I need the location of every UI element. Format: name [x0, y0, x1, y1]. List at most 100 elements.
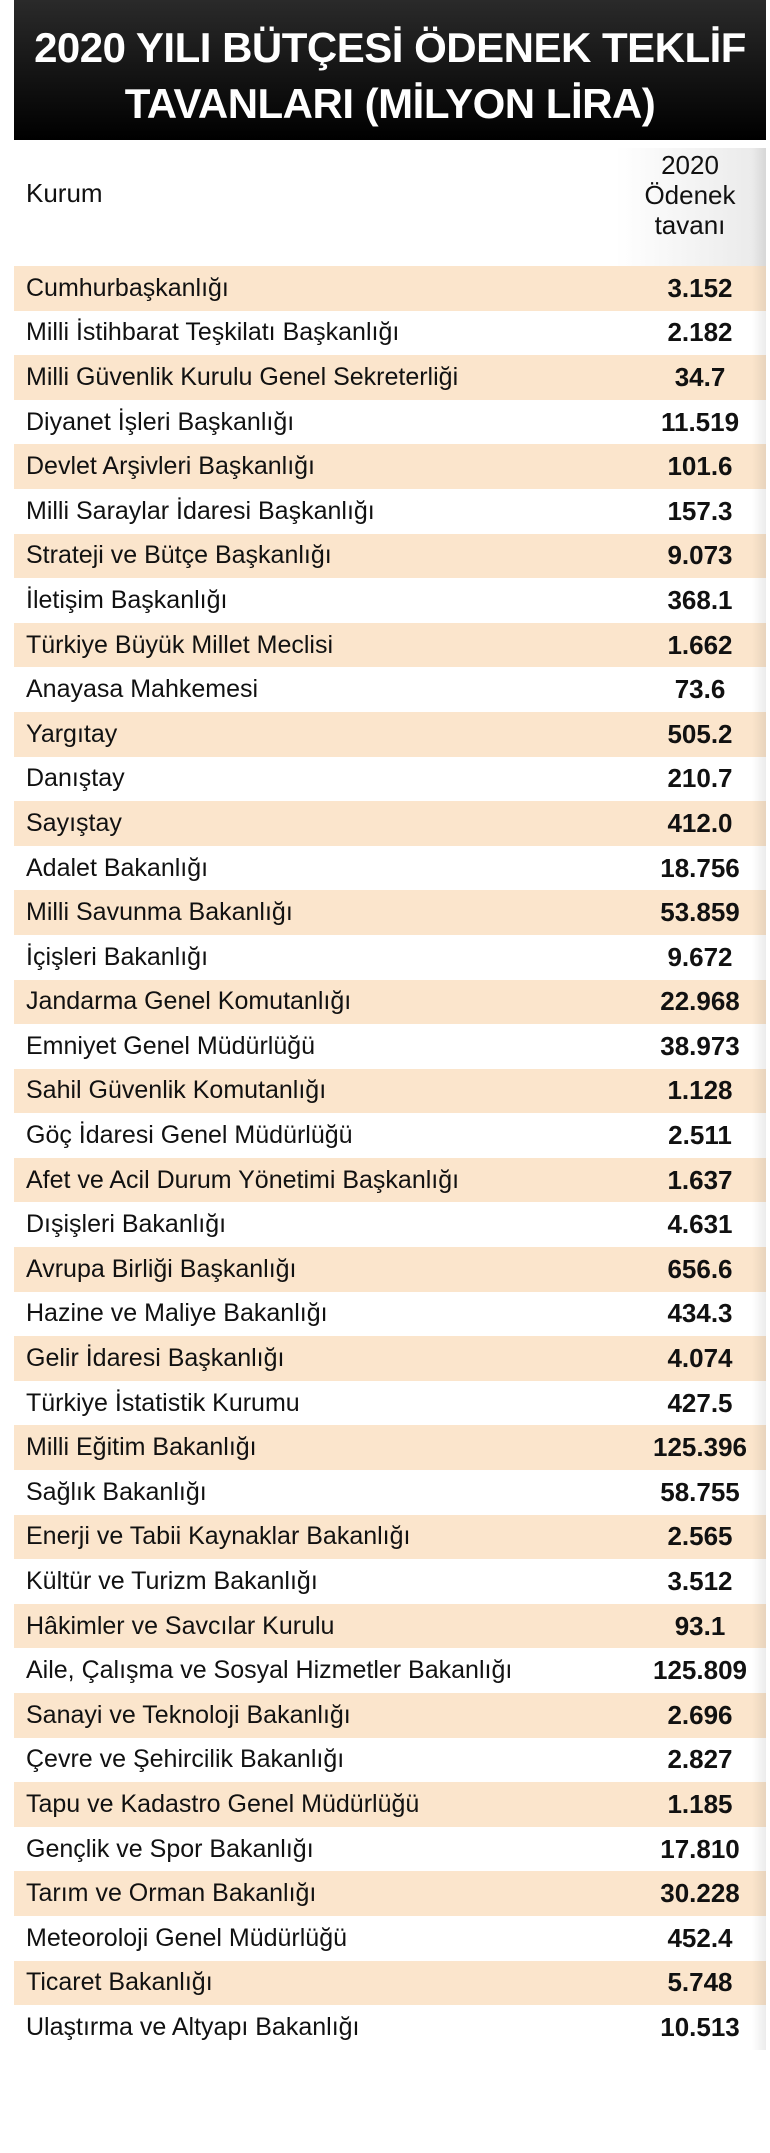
institution-name: Meteoroloji Genel Müdürlüğü [26, 1923, 348, 1952]
table-row: Göç İdaresi Genel Müdürlüğü 2.511 [14, 1113, 766, 1158]
appropriation-value: 2.565 [667, 1521, 733, 1552]
appropriation-value: 11.519 [660, 406, 740, 437]
appropriation-value: 157.3 [667, 495, 733, 526]
table-row: Tarım ve Orman Bakanlığı 30.228 [14, 1871, 766, 1916]
institution-name: Devlet Arşivleri Başkanlığı [26, 452, 316, 481]
table-row: Sayıştay 412.0 [14, 801, 766, 846]
appropriation-value: 2.827 [667, 1744, 733, 1775]
institution-name: Aile, Çalışma ve Sosyal Hizmetler Bakanl… [26, 1656, 513, 1685]
table-row: İletişim Başkanlığı 368.1 [14, 578, 766, 623]
table-row: Milli Saraylar İdaresi Başkanlığı 157.3 [14, 489, 766, 534]
appropriation-value: 4.074 [667, 1343, 733, 1374]
budget-table: Kurum 2020 Ödenek tavanı Cumhurbaşkanlığ… [14, 148, 766, 2050]
table-row: Kültür ve Turizm Bakanlığı 3.512 [14, 1559, 766, 1604]
institution-name: Kültür ve Turizm Bakanlığı [26, 1567, 318, 1596]
table-row: Afet ve Acil Durum Yönetimi Başkanlığı 1.… [14, 1157, 766, 1203]
appropriation-value: 656.6 [667, 1253, 733, 1284]
appropriation-value: 30.228 [660, 1878, 740, 1909]
table-row: Ticaret Bakanlığı 5.748 [14, 1960, 766, 2006]
institution-name: Sahil Güvenlik Komutanlığı [26, 1076, 327, 1105]
table-row: Avrupa Birliği Başkanlığı 656.6 [14, 1247, 766, 1292]
table-row: İçişleri Bakanlığı 9.672 [14, 935, 766, 980]
table-row: Sahil Güvenlik Komutanlığı 1.128 [14, 1068, 766, 1114]
table-row: Anayasa Mahkemesi 73.6 [14, 667, 766, 712]
table-body: Cumhurbaşkanlığı 3.152 Milli İstihbarat Te… [14, 266, 766, 2050]
appropriation-value: 18.756 [660, 852, 740, 883]
institution-name: Tapu ve Kadastro Genel Müdürlüğü [26, 1789, 420, 1818]
institution-name: Ticaret Bakanlığı [26, 1968, 213, 1997]
table-row: Cumhurbaşkanlığı 3.152 [14, 266, 766, 311]
institution-name: Hazine ve Maliye Bakanlığı [26, 1299, 328, 1328]
institution-name: Danıştay [26, 764, 125, 793]
appropriation-value: 2.182 [667, 317, 733, 348]
appropriation-value: 1.662 [667, 629, 733, 660]
institution-name: Adalet Bakanlığı [26, 853, 209, 882]
table-row: Türkiye İstatistik Kurumu 427.5 [14, 1381, 766, 1426]
column-header-kurum: Kurum [26, 178, 103, 208]
appropriation-value: 4.631 [667, 1209, 733, 1240]
table-row: Diyanet İşleri Başkanlığı 11.519 [14, 400, 766, 445]
appropriation-value: 1.185 [667, 1788, 733, 1819]
appropriation-value: 368.1 [667, 584, 733, 615]
institution-name: Milli Eğitim Bakanlığı [26, 1433, 257, 1462]
table-row: Çevre ve Şehircilik Bakanlığı 2.827 [14, 1738, 766, 1783]
institution-name: Emniyet Genel Müdürlüğü [26, 1031, 316, 1060]
title-line-1: 2020 YILI BÜTÇESİ ÖDENEK TEKLİF [34, 24, 746, 71]
table-row: Gençlik ve Spor Bakanlığı 17.810 [14, 1827, 766, 1872]
table-row: Dışişleri Bakanlığı 4.631 [14, 1202, 766, 1247]
institution-name: Afet ve Acil Durum Yönetimi Başkanlığı [26, 1165, 460, 1194]
appropriation-value: 125.396 [653, 1432, 747, 1463]
institution-name: İçişleri Bakanlığı [26, 942, 209, 971]
appropriation-value: 434.3 [667, 1298, 733, 1329]
institution-name: Tarım ve Orman Bakanlığı [26, 1879, 317, 1908]
institution-name: Milli Güvenlik Kurulu Genel Sekreterliği [26, 362, 459, 391]
column-header-value-line2: Ödenek [644, 180, 736, 210]
institution-name: Türkiye İstatistik Kurumu [26, 1388, 300, 1417]
institution-name: Anayasa Mahkemesi [26, 675, 259, 704]
institution-name: Türkiye Büyük Millet Meclisi [26, 630, 334, 659]
appropriation-value: 22.968 [660, 986, 740, 1017]
appropriation-value: 53.859 [660, 897, 740, 928]
appropriation-value: 3.152 [667, 272, 733, 303]
table-row: Aile, Çalışma ve Sosyal Hizmetler Bakanl… [14, 1648, 766, 1693]
appropriation-value: 452.4 [667, 1922, 733, 1953]
appropriation-value: 3.512 [667, 1566, 733, 1597]
institution-name: Ulaştırma ve Altyapı Bakanlığı [26, 2012, 360, 2041]
institution-name: Sayıştay [26, 808, 122, 837]
column-header-value: 2020 Ödenek tavanı [614, 148, 766, 266]
appropriation-value: 9.073 [667, 540, 733, 571]
appropriation-value: 2.696 [667, 1699, 733, 1730]
institution-name: Enerji ve Tabii Kaynaklar Bakanlığı [26, 1522, 411, 1551]
institution-name: Yargıtay [26, 719, 118, 748]
table-row: Enerji ve Tabii Kaynaklar Bakanlığı 2.565 [14, 1514, 766, 1560]
table-row: Milli Savunma Bakanlığı 53.859 [14, 890, 766, 935]
institution-name: Gençlik ve Spor Bakanlığı [26, 1834, 314, 1863]
institution-name: İletişim Başkanlığı [26, 585, 228, 614]
institution-name: Jandarma Genel Komutanlığı [26, 987, 352, 1016]
institution-name: Milli İstihbarat Teşkilatı Başkanlığı [26, 318, 400, 347]
column-header-value-line3: tavanı [654, 210, 726, 240]
table-row: Hazine ve Maliye Bakanlığı 434.3 [14, 1292, 766, 1337]
appropriation-value: 58.755 [660, 1476, 740, 1507]
institution-name: Strateji ve Bütçe Başkanlığı [26, 541, 332, 570]
appropriation-value: 10.513 [660, 2011, 740, 2042]
institution-name: Dışişleri Bakanlığı [26, 1210, 227, 1239]
table-row: Türkiye Büyük Millet Meclisi 1.662 [14, 622, 766, 668]
institution-name: Avrupa Birliği Başkanlığı [26, 1254, 297, 1283]
appropriation-value: 427.5 [667, 1387, 733, 1418]
title-banner: 2020 YILI BÜTÇESİ ÖDENEK TEKLİF TAVANLAR… [14, 0, 766, 140]
title-line-2: TAVANLARI (MİLYON LİRA) [124, 80, 656, 127]
institution-name: Hâkimler ve Savcılar Kurulu [26, 1611, 335, 1640]
institution-name: Sağlık Bakanlığı [26, 1477, 207, 1506]
table-row: Danıştay 210.7 [14, 757, 766, 802]
appropriation-value: 210.7 [667, 763, 733, 794]
table-row: Gelir İdaresi Başkanlığı 4.074 [14, 1336, 766, 1381]
appropriation-value: 2.511 [668, 1120, 732, 1151]
institution-name: Milli Saraylar İdaresi Başkanlığı [26, 496, 375, 525]
institution-name: Cumhurbaşkanlığı [26, 273, 229, 302]
institution-name: Göç İdaresi Genel Müdürlüğü [26, 1121, 353, 1150]
appropriation-value: 34.7 [674, 361, 726, 392]
appropriation-value: 125.809 [653, 1655, 747, 1686]
appropriation-value: 505.2 [667, 718, 733, 749]
appropriation-value: 1.128 [667, 1075, 733, 1106]
